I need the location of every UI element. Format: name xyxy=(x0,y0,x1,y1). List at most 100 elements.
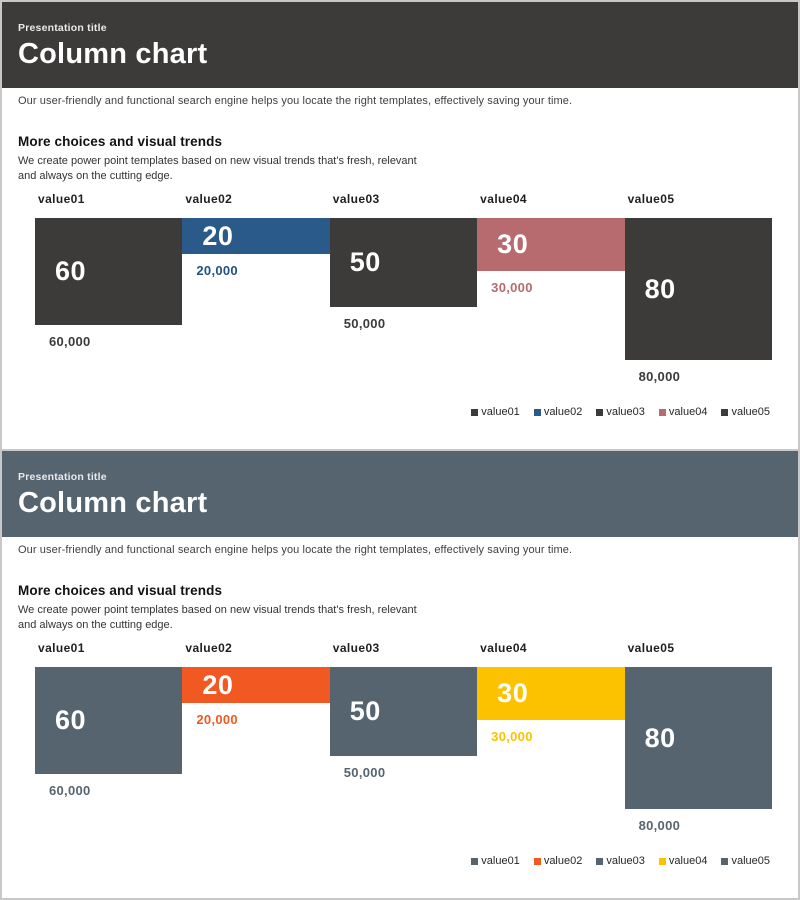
legend-swatch-icon xyxy=(721,408,729,416)
legend-swatch-icon xyxy=(471,857,479,865)
section-body: We create power point templates based on… xyxy=(18,154,782,185)
legend-label: value01 xyxy=(481,406,520,418)
slide-title: Column chart xyxy=(18,487,208,519)
bar-value-label: 80 xyxy=(644,273,676,304)
legend-label: value04 xyxy=(668,855,708,867)
legend-item-value05: value05 xyxy=(721,855,770,867)
legend-label: value02 xyxy=(543,406,583,418)
bar-value-label: 30 xyxy=(497,229,529,259)
bar-data-label: 80,000 xyxy=(638,369,681,384)
bar-data-label: 60,000 xyxy=(49,334,91,349)
bar-value03: 50 xyxy=(329,218,478,307)
section-heading: More choices and visual trends xyxy=(18,134,223,149)
bar-data-label: 20,000 xyxy=(196,263,238,278)
legend-label: value03 xyxy=(606,406,645,418)
category-label: value02 xyxy=(185,192,233,206)
section-block: More choices and visual trends We create… xyxy=(18,583,782,634)
legend-label: value05 xyxy=(731,406,770,418)
legend-label: value02 xyxy=(543,855,583,867)
bar-value-label: 60 xyxy=(55,705,87,735)
legend-label: value04 xyxy=(668,406,708,418)
legend-item-value04: value04 xyxy=(658,406,708,418)
category-label: value03 xyxy=(332,641,380,655)
section-body: We create power point templates based on… xyxy=(18,603,782,634)
legend-swatch-icon xyxy=(658,857,666,865)
presentation-pretitle: Presentation title xyxy=(18,22,107,34)
chart-column-value03: value03 50 50,000 xyxy=(329,192,478,384)
chart-legend: value01 value02 value03 value04 value05 xyxy=(471,406,770,418)
legend-item-value05: value05 xyxy=(721,406,770,418)
bar-value04: 30 xyxy=(477,667,625,720)
bar-data-label: 50,000 xyxy=(343,316,386,331)
presentation-pretitle: Presentation title xyxy=(18,471,107,483)
legend-item-value02: value02 xyxy=(533,855,583,867)
bar-value05: 80 xyxy=(624,218,772,360)
section-heading: More choices and visual trends xyxy=(18,583,223,598)
category-label: value01 xyxy=(38,192,85,206)
chart-column-value05: value05 80 80,000 xyxy=(624,192,772,384)
slide-dark-theme: Presentation title Column chart Our user… xyxy=(2,2,798,449)
column-chart: value01 60 60,000 value02 20 20,000 value03 50 5… xyxy=(35,192,772,384)
category-label: value05 xyxy=(627,192,675,206)
slide-subtitle: Our user-friendly and functional search … xyxy=(18,95,573,107)
bar-data-label: 60,000 xyxy=(49,783,91,798)
section-body-line2: and always on the cutting edge. xyxy=(18,170,173,183)
section-body-line2: and always on the cutting edge. xyxy=(18,619,173,632)
chart-column-value02: value02 20 20,000 xyxy=(182,641,330,833)
legend-item-value02: value02 xyxy=(533,406,583,418)
legend-label: value05 xyxy=(731,855,770,867)
section-body-line1: We create power point templates based on… xyxy=(18,604,417,616)
category-label: value04 xyxy=(480,641,528,655)
slide-header: Presentation title Column chart xyxy=(2,2,798,88)
legend-swatch-icon xyxy=(721,857,729,865)
slide-slate-theme: Presentation title Column chart Our user… xyxy=(2,449,798,896)
chart-column-value01: value01 60 60,000 xyxy=(35,641,183,833)
chart-column-value04: value04 30 30,000 xyxy=(477,192,625,384)
slide-header: Presentation title Column chart xyxy=(2,451,798,537)
column-chart: value01 60 60,000 value02 20 20,000 value03 50 5… xyxy=(35,641,772,833)
bar-data-label: 80,000 xyxy=(638,818,681,833)
legend-swatch-icon xyxy=(533,857,541,865)
legend-item-value01: value01 xyxy=(471,855,520,867)
category-label: value04 xyxy=(480,192,528,206)
legend-item-value03: value03 xyxy=(596,406,645,418)
chart-column-value05: value05 80 80,000 xyxy=(624,641,772,833)
slide-title: Column chart xyxy=(18,38,208,70)
legend-swatch-icon xyxy=(471,408,479,416)
bar-value-label: 80 xyxy=(644,722,676,753)
bar-value01: 60 xyxy=(35,667,183,774)
bar-data-label: 30,000 xyxy=(491,280,533,295)
legend-swatch-icon xyxy=(533,408,541,416)
section-body-line1: We create power point templates based on… xyxy=(18,155,417,167)
legend-swatch-icon xyxy=(658,408,666,416)
legend-swatch-icon xyxy=(596,857,604,865)
category-label: value05 xyxy=(627,641,675,655)
chart-column-value03: value03 50 50,000 xyxy=(329,641,478,833)
chart-legend: value01 value02 value03 value04 value05 xyxy=(471,855,770,867)
bar-value-label: 60 xyxy=(55,256,87,286)
legend-label: value03 xyxy=(606,855,645,867)
chart-column-value02: value02 20 20,000 xyxy=(182,192,330,384)
bar-value-label: 20 xyxy=(202,669,234,700)
bar-value04: 30 xyxy=(477,218,625,271)
bar-value-label: 30 xyxy=(497,678,529,708)
bar-value05: 80 xyxy=(624,667,772,809)
bar-data-label: 30,000 xyxy=(491,729,533,744)
legend-item-value04: value04 xyxy=(658,855,708,867)
bar-value01: 60 xyxy=(35,218,183,325)
category-label: value01 xyxy=(38,641,85,655)
category-label: value02 xyxy=(185,641,233,655)
legend-label: value01 xyxy=(481,855,520,867)
legend-item-value03: value03 xyxy=(596,855,645,867)
bar-value02: 20 xyxy=(182,667,330,703)
bar-value02: 20 xyxy=(182,218,330,254)
bar-data-label: 50,000 xyxy=(343,765,386,780)
legend-swatch-icon xyxy=(596,408,604,416)
section-block: More choices and visual trends We create… xyxy=(18,134,782,185)
bar-value-label: 50 xyxy=(349,247,381,277)
chart-column-value04: value04 30 30,000 xyxy=(477,641,625,833)
bar-data-label: 20,000 xyxy=(196,712,238,727)
slide-subtitle: Our user-friendly and functional search … xyxy=(18,544,573,556)
bar-value-label: 50 xyxy=(349,696,381,726)
